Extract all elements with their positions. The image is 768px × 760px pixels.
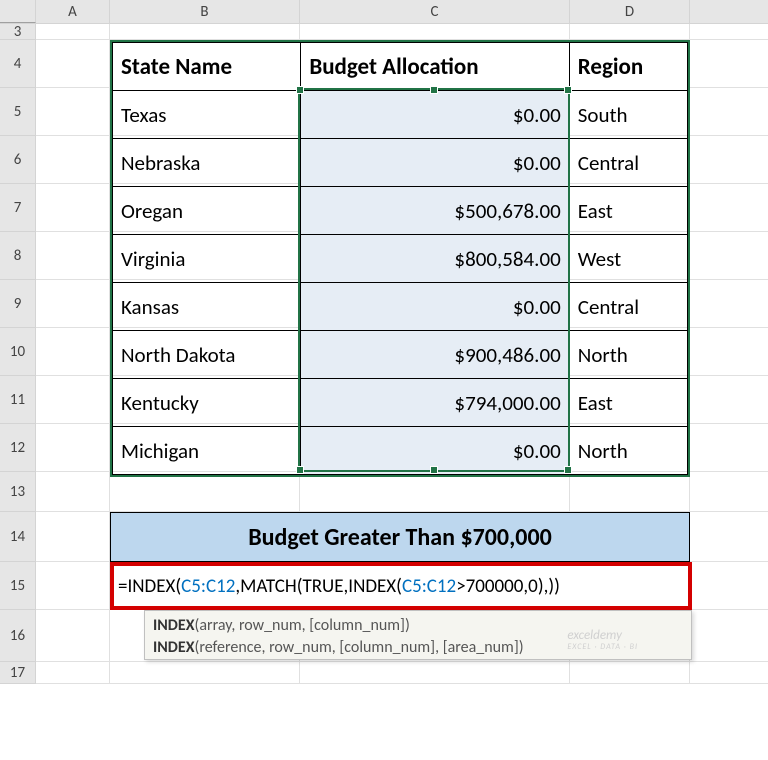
tooltip-line: INDEX(reference, row_num, [column_num], …: [153, 637, 683, 659]
cell-budget[interactable]: $0.00: [301, 283, 569, 331]
cell-region[interactable]: North: [569, 331, 687, 379]
table-row[interactable]: Kentucky$794,000.00East: [113, 379, 688, 427]
tooltip-sig: (reference, row_num, [column_num], [area…: [195, 638, 524, 657]
cell-budget[interactable]: $900,486.00: [301, 331, 569, 379]
cell-state[interactable]: Nebraska: [113, 139, 301, 187]
cell-budget[interactable]: $0.00: [301, 91, 569, 139]
row-header[interactable]: 7: [0, 184, 36, 232]
cell-region[interactable]: East: [569, 379, 687, 427]
table-row[interactable]: Texas$0.00South: [113, 91, 688, 139]
table-row[interactable]: North Dakota$900,486.00North: [113, 331, 688, 379]
row-header[interactable]: 5: [0, 88, 36, 136]
formula-paren: ): [554, 575, 560, 598]
cell-state[interactable]: Michigan: [113, 427, 301, 475]
cell-region[interactable]: Central: [569, 139, 687, 187]
row-header[interactable]: 14: [0, 512, 36, 562]
cell-budget[interactable]: $800,584.00: [301, 235, 569, 283]
formula-fn-index-inner: INDEX: [348, 575, 396, 598]
row-header[interactable]: 10: [0, 328, 36, 376]
col-header-d[interactable]: D: [570, 0, 690, 23]
row-header[interactable]: 12: [0, 424, 36, 472]
row-header[interactable]: 17: [0, 662, 36, 684]
cell-budget[interactable]: $500,678.00: [301, 187, 569, 235]
cell-budget[interactable]: $0.00: [301, 139, 569, 187]
formula-fn-index: INDEX: [127, 575, 175, 598]
row-header[interactable]: 11: [0, 376, 36, 424]
spreadsheet: A B C D 3 4 5 6 7 8 9 10 11 12 13 14 15 …: [0, 0, 768, 684]
formula-equals: =: [118, 575, 127, 598]
function-tooltip: INDEX(array, row_num, [column_num]) INDE…: [144, 610, 692, 660]
row-header[interactable]: 4: [0, 40, 36, 88]
cell-state[interactable]: Oregan: [113, 187, 301, 235]
cell-budget[interactable]: $794,000.00: [301, 379, 569, 427]
tooltip-sig: (array, row_num, [column_num]): [195, 616, 410, 635]
data-table: State Name Budget Allocation Region Texa…: [110, 40, 690, 477]
table-row[interactable]: Michigan$0.00North: [113, 427, 688, 475]
cell-region[interactable]: West: [569, 235, 687, 283]
cell-state[interactable]: Texas: [113, 91, 301, 139]
cell-state[interactable]: Kentucky: [113, 379, 301, 427]
cell-region[interactable]: Central: [569, 283, 687, 331]
cell-state[interactable]: Virginia: [113, 235, 301, 283]
select-all-corner[interactable]: [0, 0, 36, 23]
grid-area[interactable]: State Name Budget Allocation Region Texa…: [36, 24, 768, 684]
row-header[interactable]: 6: [0, 136, 36, 184]
row-header[interactable]: 3: [0, 24, 36, 40]
col-header-b[interactable]: B: [110, 0, 300, 23]
formula-fn-match: MATCH: [240, 575, 297, 598]
formula-true: TRUE: [302, 575, 343, 598]
cell-region[interactable]: South: [569, 91, 687, 139]
cell-state[interactable]: Kansas: [113, 283, 301, 331]
table-row[interactable]: Virginia$800,584.00West: [113, 235, 688, 283]
table-row[interactable]: Kansas$0.00Central: [113, 283, 688, 331]
row-header-strip: 3 4 5 6 7 8 9 10 11 12 13 14 15 16 17: [0, 24, 36, 684]
tooltip-fn: INDEX: [153, 638, 195, 657]
section-title[interactable]: Budget Greater Than $700,000: [110, 512, 690, 562]
formula-ref: C5:C12: [402, 575, 456, 598]
row-header[interactable]: 15: [0, 562, 36, 610]
row-header[interactable]: 16: [0, 610, 36, 662]
header-state[interactable]: State Name: [113, 43, 301, 91]
column-header-row: A B C D: [0, 0, 768, 24]
header-budget[interactable]: Budget Allocation: [301, 43, 569, 91]
table-header-row: State Name Budget Allocation Region: [113, 43, 688, 91]
cell-region[interactable]: North: [569, 427, 687, 475]
tooltip-fn: INDEX: [153, 616, 195, 635]
cell-region[interactable]: East: [569, 187, 687, 235]
cell-state[interactable]: North Dakota: [113, 331, 301, 379]
col-header-a[interactable]: A: [36, 0, 110, 23]
formula-ref: C5:C12: [181, 575, 235, 598]
row-header[interactable]: 9: [0, 280, 36, 328]
table-row[interactable]: Oregan$500,678.00East: [113, 187, 688, 235]
cell-budget[interactable]: $0.00: [301, 427, 569, 475]
col-header-c[interactable]: C: [300, 0, 570, 23]
table-row[interactable]: Nebraska$0.00Central: [113, 139, 688, 187]
row-header[interactable]: 13: [0, 472, 36, 512]
formula-gt: >700000,0: [456, 575, 538, 598]
formula-cell[interactable]: = INDEX ( C5:C12 , MATCH ( TRUE , INDEX …: [110, 562, 692, 610]
row-header[interactable]: 8: [0, 232, 36, 280]
tooltip-line: INDEX(array, row_num, [column_num]): [153, 615, 683, 637]
header-region[interactable]: Region: [569, 43, 687, 91]
